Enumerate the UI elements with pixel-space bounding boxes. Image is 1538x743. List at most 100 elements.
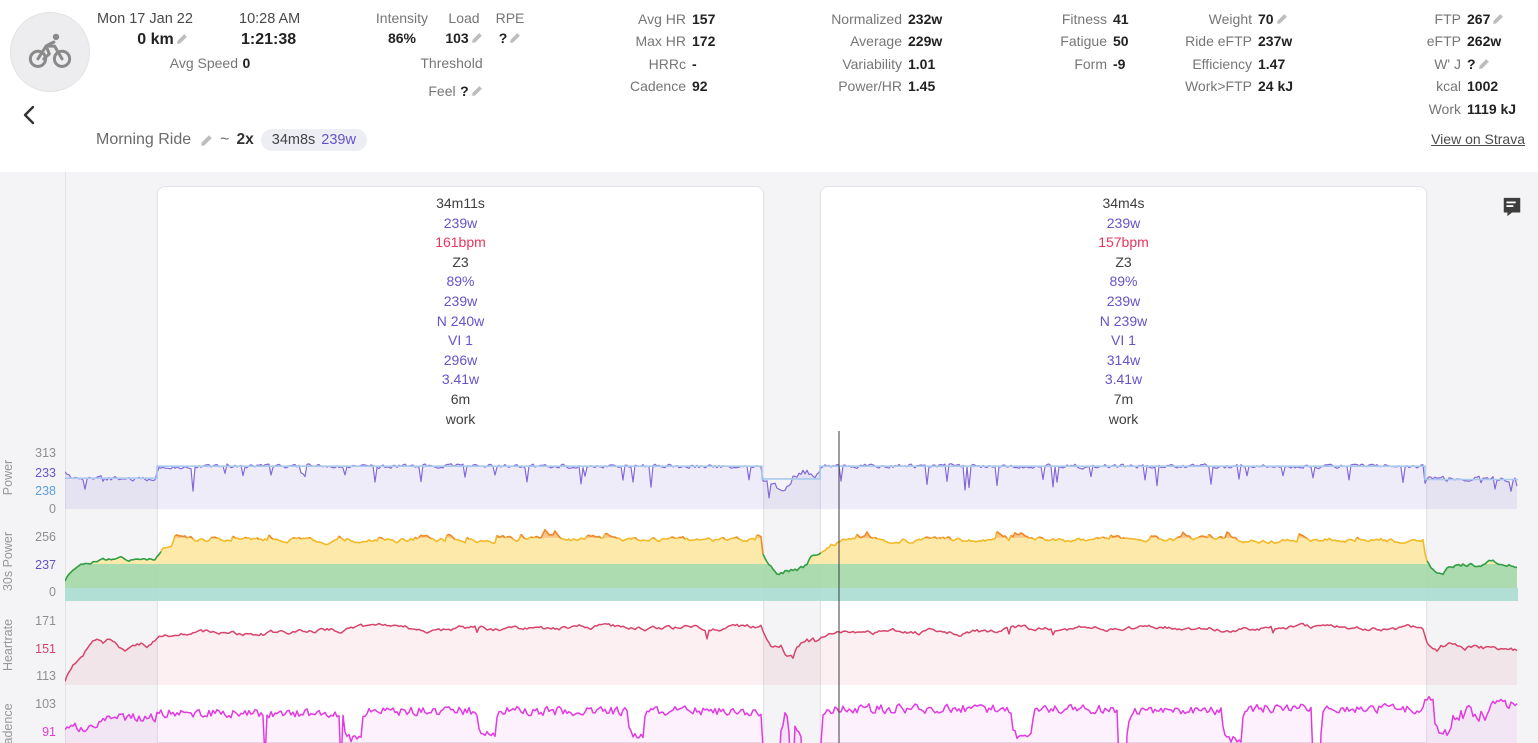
edit-wj-pencil-icon[interactable] [1478,54,1490,69]
axis-tick-label: 113 [36,669,56,683]
intensity-label: Intensity [375,10,429,26]
comment-icon[interactable] [1501,196,1523,218]
interval-stat-line: work [1108,410,1139,427]
stat-label: W' J [1434,55,1461,72]
stat-label: Work [1428,100,1461,117]
pill-power: 239w [321,132,356,148]
interval-stat-line: N 240w [436,312,485,329]
stat-label: Ride eFTP [1185,33,1252,50]
stat-label: Work>FTP [1184,78,1252,95]
duration-value: 1:21:38 [241,31,297,48]
interval-stat-line: 34m11s [436,195,485,211]
ftp-stats-group: FTP 267 eFTP 262w W' J? kcal 1002 Work 1119 … [1400,8,1516,120]
activity-title: Morning Ride [96,131,192,148]
stat-value: - [692,55,697,72]
tilde-separator: ~ [220,131,230,148]
axis-tick-label: 237 [35,558,56,572]
hr-stats-group: Avg HR 157 Max HR 172 HRRc - Cadence 92 [618,8,715,98]
interval-stat-line: 239w [443,292,478,309]
interval-stat-line: 239w [1106,214,1141,231]
stat-label: Fitness [1061,11,1107,27]
stat-label: Power/HR [838,78,902,95]
stat-label: Form [1074,55,1107,72]
feel-value: ? [460,83,469,99]
edit-feel-pencil-icon[interactable] [471,84,483,96]
edit-distance-pencil-icon[interactable] [176,32,188,44]
chart-row-title: 30s Power [1,532,15,591]
stat-value: 232w [908,11,943,27]
feel-label: Feel [428,83,456,99]
interval-stat-line: Z3 [452,253,469,270]
fitness-stats-group: Fitness 41 Fatigue 50 Form -9 [1047,8,1128,75]
stat-label: HRRc [648,55,686,72]
stat-value: 157 [692,11,716,27]
avg-speed-label: Avg Speed [169,55,238,71]
interval-stat-line: 296w [443,351,478,368]
interval-stat-line: 34m4s [1102,195,1145,211]
edit-title-pencil-icon[interactable] [200,134,213,147]
stat-label: eFTP [1426,33,1461,50]
interval-reps: 2x [236,131,254,148]
interval-stat-line: N 239w [1099,312,1148,329]
stat-label: kcal [1436,78,1461,95]
power-stats-group: Normalized 232w Average 229w Variability 1.… [822,8,942,98]
axis-tick-label: 151 [35,642,56,656]
pill-duration: 34m8s [271,132,316,148]
chart-row-title: Power [1,460,15,495]
interval-stat-line: 3.41w [441,371,480,388]
stat-label: Weight [1208,11,1252,27]
avg-speed-value: 0 [242,55,251,71]
chart-row-title: Cadence [1,703,15,743]
view-on-strava-link[interactable]: View on Strava [1431,131,1525,147]
interval-stat-line: 89% [1109,273,1138,290]
interval-stat-line: 239w [1106,292,1141,309]
stat-label: Max HR [635,33,686,50]
stat-value: 237w [1258,33,1293,50]
interval-stat-line: 3.41w [1104,371,1143,388]
stat-value: 1002 [1467,78,1499,95]
axis-tick-label: 103 [35,697,56,711]
interval-stat-line: Z3 [1115,253,1132,270]
stat-value: 1.47 [1258,55,1286,72]
distance-value: 0 km [137,31,174,48]
bicycle-icon [27,30,73,75]
interval-2-stats: 34m4s 239w 157bpm Z3 89% 239w N 239w VI 1 314w 3.… [821,187,1426,429]
stat-label: Efficiency [1192,55,1252,72]
stat-value: 92 [692,78,708,95]
back-button[interactable] [18,103,42,127]
edit-rpe-pencil-icon[interactable] [509,31,521,43]
axis-tick-label: 256 [35,530,56,544]
axis-tick-label: 171 [35,614,56,628]
load-value: 103 [445,30,469,46]
stat-value: 229w [908,33,943,50]
avatar[interactable] [10,12,90,92]
stat-label: FTP [1434,11,1461,27]
edit-weight-pencil-icon[interactable] [1276,9,1288,24]
activity-date: Mon 17 Jan 22 [97,11,193,27]
stat-value: -9 [1113,55,1126,72]
rpe-label: RPE [495,10,525,26]
edit-ftp-pencil-icon[interactable] [1492,9,1504,24]
stat-label: Variability [842,55,902,72]
stat-value: 1.01 [908,55,936,72]
interval-stat-line: 6m [450,390,471,407]
stat-label: Avg HR [638,11,686,27]
stat-value: 1.45 [908,78,936,95]
interval-1-stats: 34m11s 239w 161bpm Z3 89% 239w N 240w VI 1 296w 3… [158,187,763,429]
stat-label: Fatigue [1060,33,1107,50]
interval-summary-pill[interactable]: 34m8s 239w [260,129,367,151]
stat-value: 1119 kJ [1467,100,1517,117]
activity-charts[interactable]: 313 233 238 0 Power 256 237 0 30s Power 171 151 113… [0,172,1538,743]
edit-load-pencil-icon[interactable] [471,31,483,43]
chart-row-title: Heartrate [1,619,15,671]
axis-tick-label: 313 [35,446,56,460]
interval-stat-line: 7m [1113,390,1134,407]
stat-value: 172 [692,33,716,50]
stat-value: 267 [1467,11,1491,27]
axis-tick-label: 0 [49,502,56,516]
title-row: Morning Ride ~ 2x 34m8s 239w [96,129,367,151]
threshold-label: Threshold [420,55,483,71]
interval-stat-line: work [445,410,476,427]
chart-section[interactable]: 34m11s 239w 161bpm Z3 89% 239w N 240w VI 1 296w 3… [0,172,1538,743]
